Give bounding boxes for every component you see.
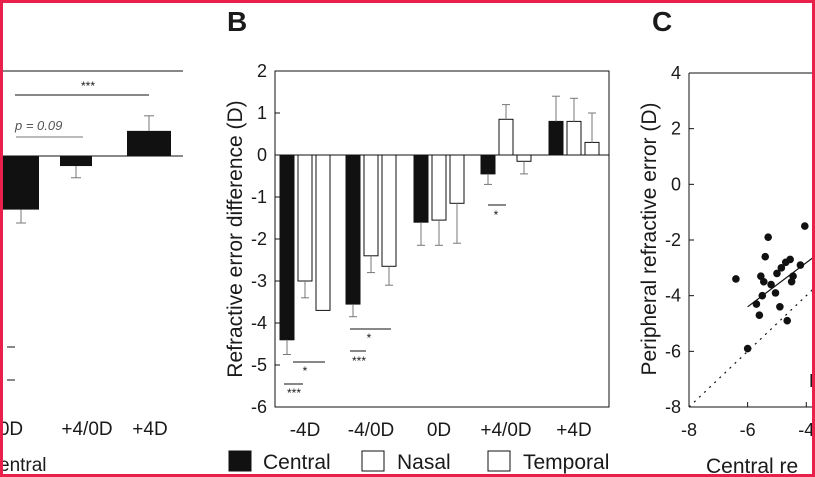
panel-b-letter: B [227,6,247,37]
panel-c-data-point [783,316,792,325]
panel-b-bar-temporal [381,154,397,267]
panel-a-bar [127,130,171,156]
panel-b-y-tick-label: 2 [257,61,267,81]
panel-b-bar-temporal [449,154,465,204]
panel-a-axis-label-fragment: entral [3,455,47,476]
panel-b-y-tick-label: -5 [251,355,267,375]
panel-b-bar-central [279,154,295,341]
panel-c-data-point [773,269,781,278]
panel-c-letter: C [652,6,672,37]
panel-c-identity-line [688,289,812,408]
panel-c-data-point [776,303,784,311]
panel-b-y-tick-label: -3 [251,271,267,291]
legend-label-nasal: Nasal [397,451,451,474]
panel-c-data-point [752,300,761,308]
panel-a-significance-label: *** [81,79,95,93]
legend-label-temporal: Temporal [523,451,609,474]
panel-c-data-point [801,222,809,230]
panel-c-data-point [789,272,797,280]
panel-c-data-point [755,311,764,319]
panel-b-y-tick-label: -6 [251,397,267,417]
panel-b-y-tick-label: 0 [257,145,267,165]
panel-c-y-tick-label: 4 [671,63,681,83]
panel-c-y-tick-label: -2 [665,230,681,250]
legend-swatch-temporal [487,450,511,472]
panel-b-significance-label: *** [352,354,366,368]
panel-b-significance-label: *** [287,386,301,400]
panel-c-annotation-fragment: R [809,371,815,391]
panel-b-significance-label: * [494,208,499,222]
panel-b-bar-temporal [584,141,600,156]
panel-b-bar-central [548,120,564,156]
panel-b-bar-nasal [363,154,379,257]
panel-c-data-point [786,255,794,264]
panel-b-bar-central [413,154,429,223]
panel-a-bar [3,156,39,210]
panel-c-data-point [759,277,768,286]
panel-b-category-label: -4/0D [348,420,394,441]
panel-b-bar-nasal [566,120,582,156]
panel-b-category-label: 0D [427,420,451,441]
panel-c-data-point [732,275,740,283]
panel-c-data-point [771,289,780,297]
panel-c-data-point [767,280,775,289]
panel-c-x-tick-label: -8 [681,420,697,440]
panel-a-category-label: 0D [3,419,23,440]
panel-b-category-label: -4D [290,420,321,441]
panel-c-data-point [757,272,765,280]
panel-c-data-point [777,264,786,272]
panel-b-bar-nasal [297,154,313,282]
panel-c-data-point [761,252,770,261]
panel-b-bar-temporal [315,154,331,311]
legend-swatch-central [228,450,252,472]
panel-a-category-label: +4D [132,419,167,440]
panel-c-x-tick-label: -6 [740,420,756,440]
panel-b-significance-label: * [303,364,308,378]
panel-c-y-tick-label: -6 [665,341,681,361]
panel-c-data-point [743,344,752,353]
panel-b-y-tick-label: -2 [251,229,267,249]
panel-c-data-point [796,261,805,269]
panel-c-y-tick-label: 2 [671,119,681,139]
panel-b-bar-central [345,154,361,305]
panel-c-y-tick-label: -4 [665,286,681,306]
panel-c-fit-line [747,257,812,308]
panel-b-y-axis-title: Refractive error difference (D) [224,100,247,377]
panel-c-y-axis-title: Peripheral refractive error (D) [638,102,661,375]
panel-b-bar-nasal [431,154,447,221]
panel-a-pvalue-label: p = 0.09 [14,118,62,133]
panel-c-data-point [764,233,772,242]
panel-b-y-tick-label: -1 [251,187,267,207]
panel-c-y-tick-label: 0 [671,174,681,194]
panel-b-bar-nasal [498,118,514,156]
legend-label-central: Central [263,451,331,474]
panel-b-category-label: +4/0D [480,420,531,441]
panel-b-bar-temporal [516,154,532,162]
legend-swatch-nasal [361,450,385,472]
panel-b-significance-label: * [367,331,372,345]
panel-b-bar-central [480,154,496,175]
panel-a-category-label: +4/0D [61,419,112,440]
panel-b-y-tick-label: -4 [251,313,267,333]
panel-c-x-tick-label: -4 [798,420,814,440]
panel-c-x-axis-title-fragment: Central re [706,455,798,477]
panel-c-y-tick-label: -8 [665,397,681,417]
panel-b-category-label: +4D [556,420,591,441]
panel-b-y-tick-label: 1 [257,103,267,123]
panel-a-bar [60,156,92,167]
panel-c-data-point [758,291,767,300]
